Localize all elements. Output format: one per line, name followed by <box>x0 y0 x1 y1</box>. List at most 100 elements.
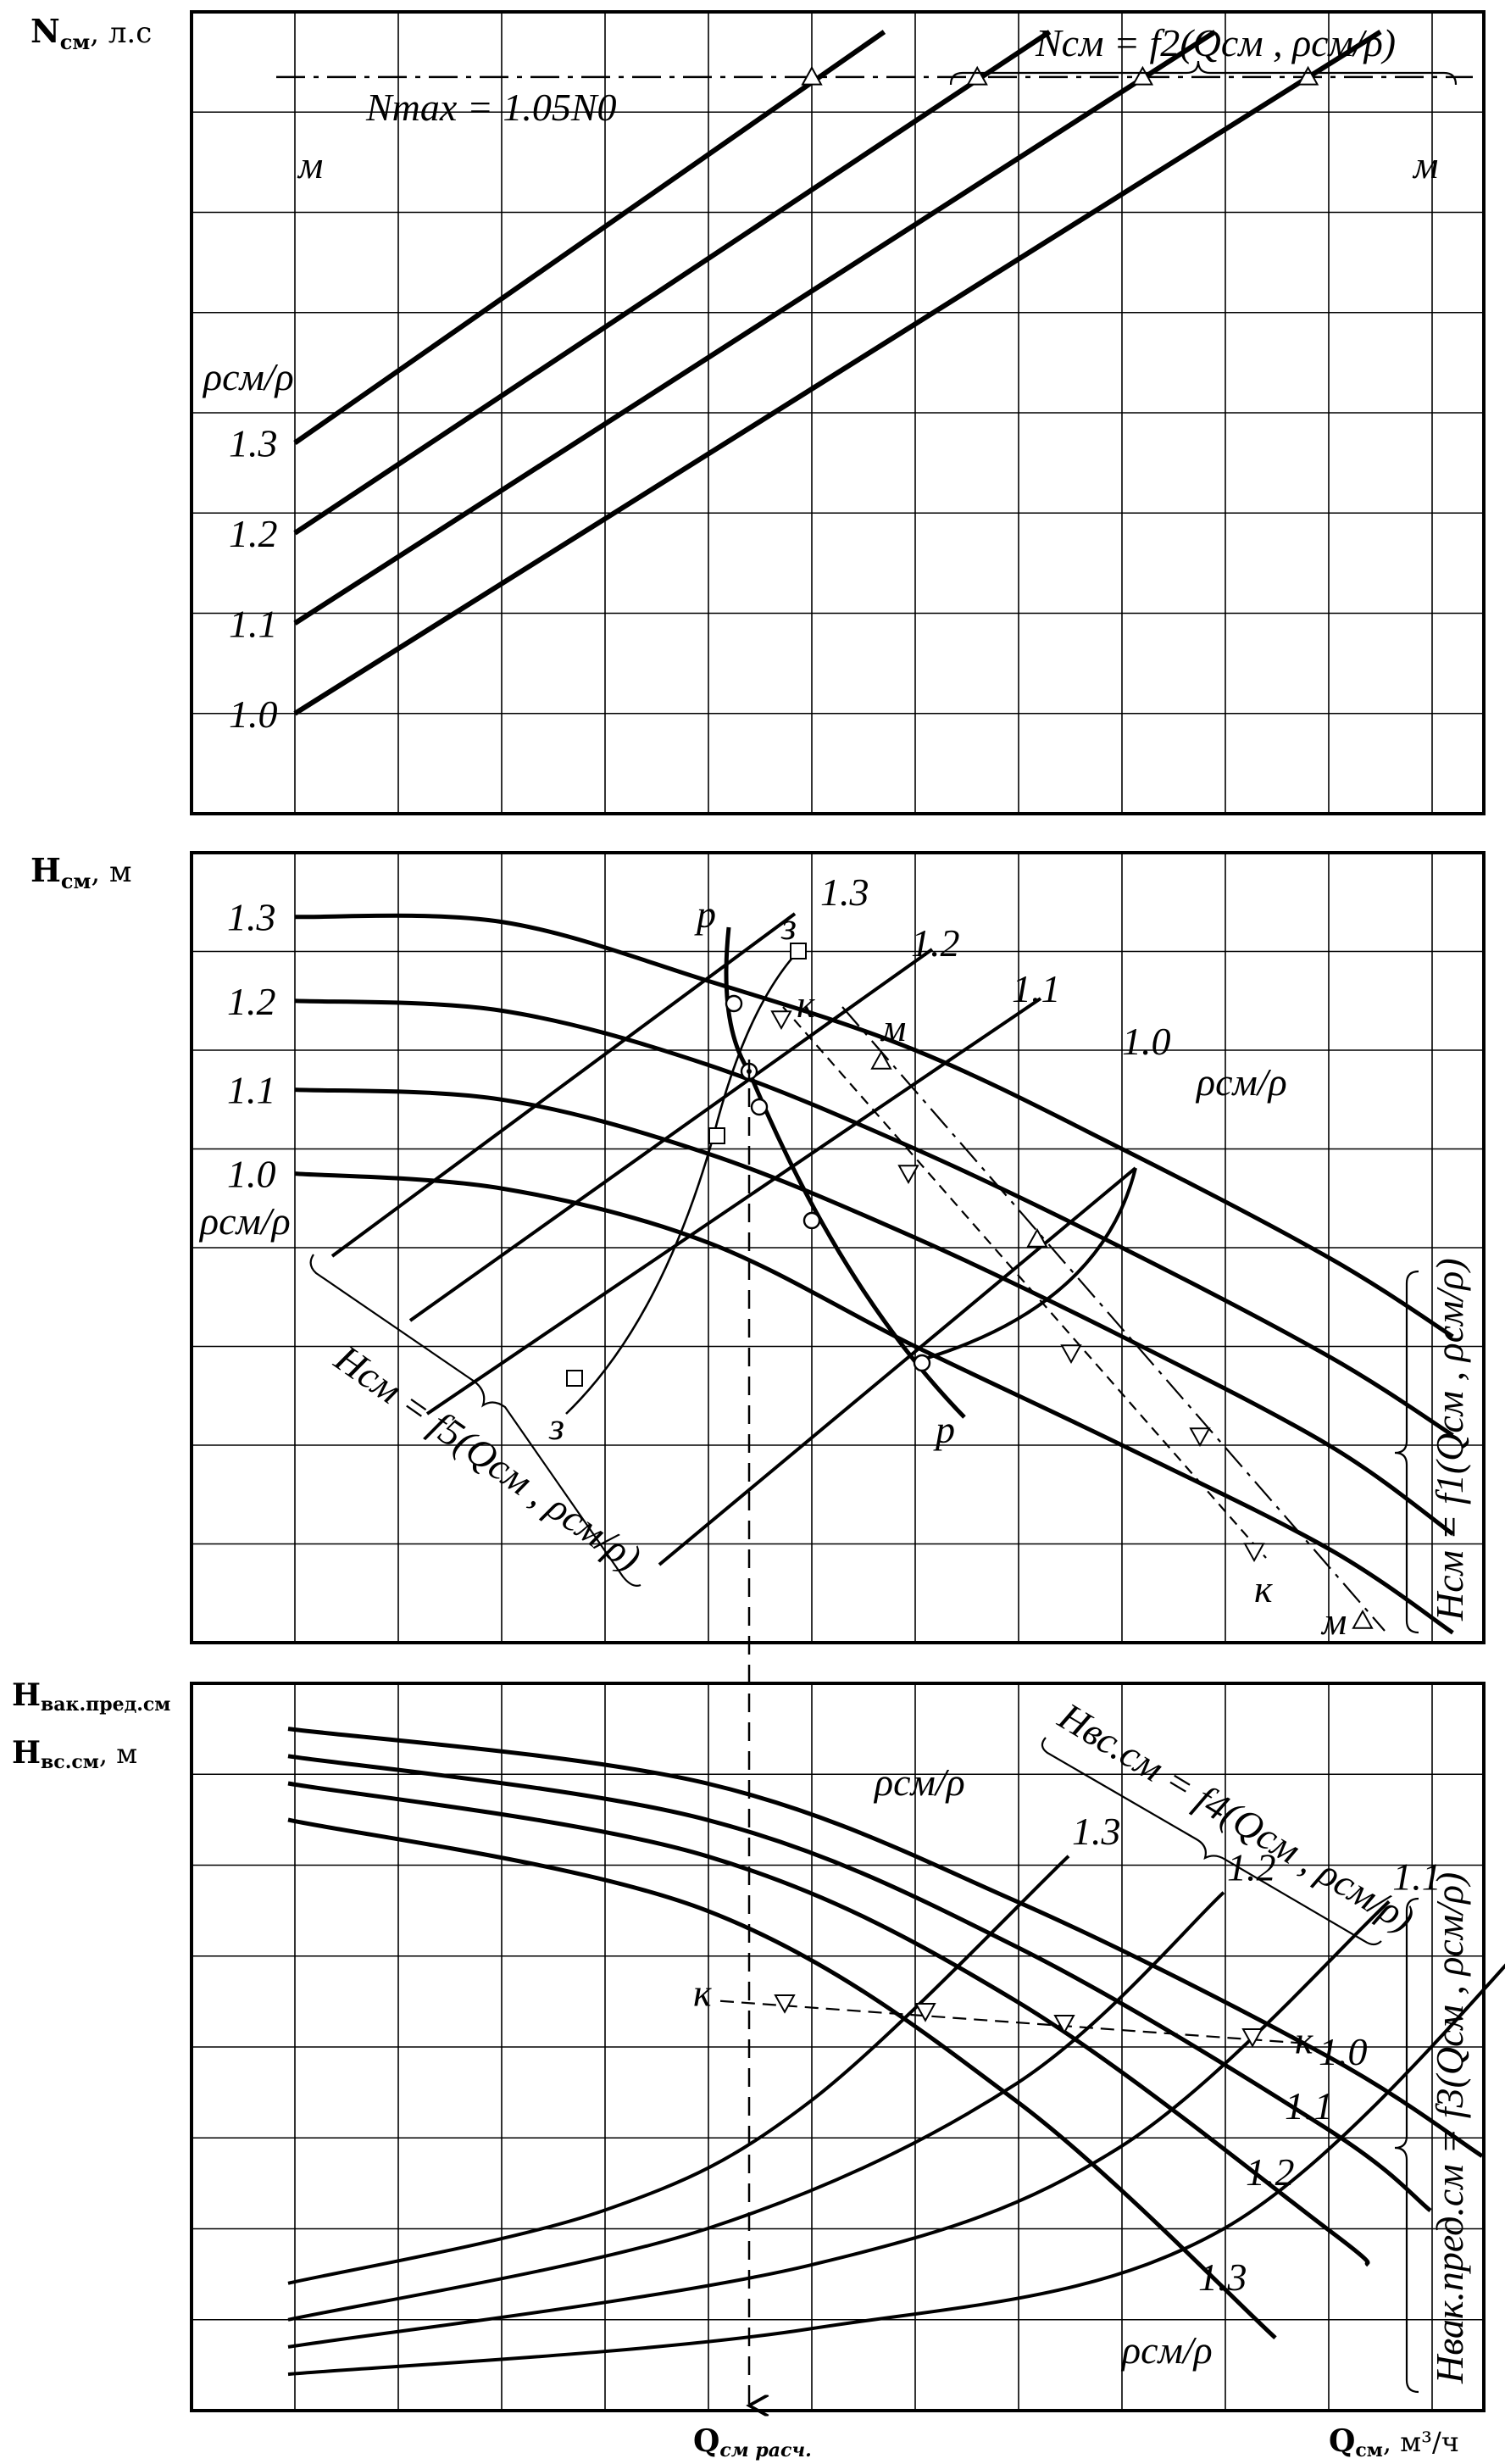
mm-label-top: м <box>880 1006 906 1049</box>
op-point <box>913 1354 931 1372</box>
head-curve <box>294 1171 1454 1635</box>
zz-marker <box>790 943 807 959</box>
mm-line <box>841 1006 1386 1632</box>
head-curve-label: 1.3 <box>227 896 276 939</box>
f5-line-label: 1.3 <box>820 870 869 914</box>
f5-line <box>425 997 1042 1416</box>
f5-line-label: 1.1 <box>1012 967 1061 1010</box>
k-marker <box>1243 1543 1265 1563</box>
bot-ylabel-1: Hвак.пред.см <box>12 1677 170 1716</box>
bot-upper-brace <box>1041 1737 1382 1946</box>
bot-right-brace <box>1394 1897 1419 2394</box>
vs-curve <box>287 1754 1432 2213</box>
vs-curve-label: 1.0 <box>1319 2030 1368 2073</box>
power-line-label: 1.0 <box>229 692 278 736</box>
svg-text:Hсм = f1(Qсм , ρсм/ρ): Hсм = f1(Qсм , ρсм/ρ) <box>1428 1258 1471 1621</box>
f5-bend <box>921 1167 1137 1361</box>
op-point <box>725 994 743 1013</box>
mid-family-label-right: Hсм = f1(Qсм , ρсм/ρ) <box>1428 1258 1471 1621</box>
mid-legend-title-right: ρсм/ρ <box>1195 1060 1287 1104</box>
k-marker <box>897 1165 919 1185</box>
m-marker <box>870 1049 892 1070</box>
vak-curve-label: 1.3 <box>1072 1810 1121 1853</box>
k-marker-bottom <box>1053 2014 1075 2034</box>
grid-top <box>192 12 1484 814</box>
power-line <box>293 30 886 445</box>
top-ylabel: Nсм, л.с <box>31 12 152 54</box>
vs-curve-label: 1.1 <box>1285 2084 1334 2127</box>
vs-curve <box>287 1817 1277 2340</box>
limit-point <box>1297 65 1319 86</box>
pp-label-bottom: р <box>933 1408 955 1451</box>
vs-curve-label: 1.2 <box>1246 2150 1295 2194</box>
svg-text:Hвак.пред.см = f3(Qсм , ρсм/ρ): Hвак.пред.см = f3(Qсм , ρсм/ρ) <box>1428 1872 1471 2384</box>
kk-label-bottom: к <box>1254 1567 1273 1610</box>
kk-label-top: к <box>797 982 815 1026</box>
head-curve <box>294 913 1454 1338</box>
vs-curve-label: 1.3 <box>1198 2255 1247 2299</box>
op-point <box>802 1211 821 1230</box>
series-top: 1.3 1.2 1.1 1.0 <box>229 30 1473 736</box>
vak-curve <box>287 1891 1225 2322</box>
power-line-label: 1.3 <box>229 421 278 464</box>
op-point <box>750 1098 769 1116</box>
head-curve-label: 1.1 <box>227 1069 276 1112</box>
top-family-label: Nсм = f2(Qсм , ρсм/ρ) <box>1035 21 1396 64</box>
k-marker <box>1189 1427 1211 1448</box>
zz-marker <box>708 1127 725 1144</box>
vs-curve <box>287 1781 1370 2267</box>
zz-curve <box>565 950 799 1415</box>
m-marker <box>1026 1227 1048 1248</box>
bot-family-label-right: Hвак.пред.см = f3(Qсм , ρсм/ρ) <box>1428 1872 1471 2384</box>
k-label-left: к <box>693 1972 712 2015</box>
q-calc-label: Qсм расч. <box>693 2423 812 2461</box>
vak-curve <box>287 1855 1070 2285</box>
mid-ylabel: Hсм, м <box>31 851 131 893</box>
grid-middle <box>192 853 1484 1643</box>
f5-line-label: 1.2 <box>911 921 960 965</box>
mm-label-bottom: м <box>1320 1599 1347 1643</box>
bot-legend-title-upper: ρсм/ρ <box>873 1760 965 1804</box>
top-limit-marker-left: м <box>297 143 323 186</box>
limit-point <box>966 65 988 86</box>
limit-point <box>1131 65 1154 86</box>
head-curve <box>294 998 1454 1438</box>
kk-line <box>782 1006 1267 1559</box>
panel-suction: 1.01.11.21.31.31.21.11.0кк <box>190 1682 1505 2412</box>
power-line-label: 1.2 <box>229 512 278 555</box>
m-marker <box>1352 1609 1374 1629</box>
series-bottom: 1.01.11.21.31.31.21.11.0кк <box>287 1727 1505 2377</box>
k-label-right: к <box>1295 2019 1313 2062</box>
power-line <box>293 30 1382 716</box>
pp-label-top: р <box>694 893 716 936</box>
x-axis-label: Qсм, м³/ч <box>1329 2423 1459 2461</box>
k-marker <box>1060 1344 1082 1365</box>
k-marker-bottom <box>774 1994 796 2014</box>
vak-curve <box>287 1899 1391 2349</box>
k-marker-bottom <box>914 2002 936 2022</box>
zz-label-top: з <box>780 904 797 948</box>
power-line <box>293 30 1217 626</box>
vak-curve <box>287 1963 1505 2377</box>
k-marker-bottom <box>1241 2027 1263 2048</box>
f5-line-label: 1.0 <box>1122 1020 1171 1063</box>
vak-curve-label: 1.1 <box>1392 1855 1441 1898</box>
k-line-bottom <box>719 2000 1306 2044</box>
f5-line <box>330 912 797 1258</box>
bot-ylabel-2: Hвс.см, м <box>12 1735 137 1773</box>
vak-curve-label: 1.2 <box>1227 1846 1276 1889</box>
panel-power: 1.3 1.2 1.1 1.0 <box>190 10 1486 815</box>
zz-marker <box>566 1370 583 1387</box>
mid-legend-title-left: ρсм/ρ <box>198 1199 291 1243</box>
mid-left-brace <box>309 1254 641 1587</box>
top-family-brace <box>949 60 1458 86</box>
top-limit-label: Nmax = 1.05N0 <box>365 86 617 129</box>
top-legend-title: ρсм/ρ <box>202 355 294 398</box>
zz-label-bottom: з <box>548 1404 564 1448</box>
power-line-label: 1.1 <box>229 602 278 645</box>
top-limit-marker-right: м <box>1412 143 1438 186</box>
limit-point <box>801 65 823 86</box>
